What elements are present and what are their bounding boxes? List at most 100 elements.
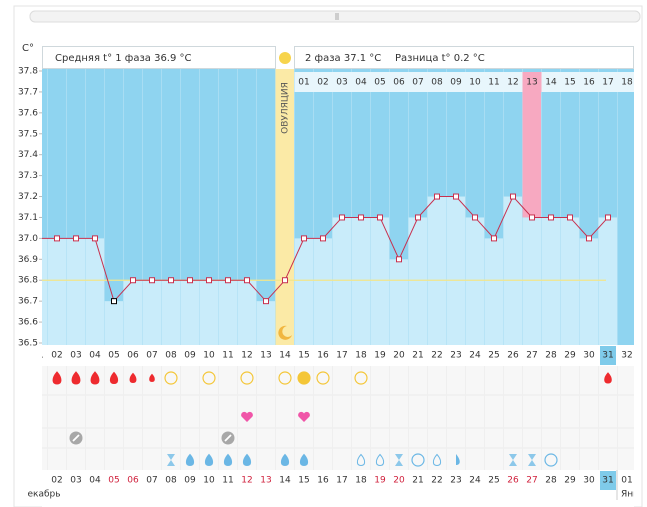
phase2-day-label: 04 <box>355 78 367 88</box>
date-label: 04 <box>89 476 101 486</box>
scrollbar[interactable] <box>29 10 641 23</box>
date-label: 25 <box>488 476 499 486</box>
drop-icon <box>432 453 442 467</box>
cycle-day-label: 13 <box>260 351 271 361</box>
cycle-day-label: 07 <box>146 351 157 361</box>
temperature-point <box>491 235 497 242</box>
cycle-day-label: 20 <box>393 351 405 361</box>
cycle-day-label: 24 <box>469 351 481 361</box>
day-column <box>446 196 466 345</box>
month-label: Янв <box>621 490 638 500</box>
y-tick-label: 37.6 <box>18 108 38 118</box>
drop-icon <box>71 371 81 385</box>
day-column <box>465 217 485 345</box>
y-unit: C° <box>22 43 34 54</box>
y-tick-label: 36.7 <box>18 297 38 307</box>
circle-icon <box>278 371 292 385</box>
drop-icon <box>223 453 233 467</box>
day-column <box>598 217 618 345</box>
heart-icon <box>298 411 310 422</box>
temperature-point <box>339 214 345 221</box>
y-tick-label: 37.3 <box>18 171 38 181</box>
date-label: 17 <box>336 476 347 486</box>
date-label: 30 <box>583 476 595 486</box>
date-label: 24 <box>469 476 481 486</box>
circle-icon <box>411 453 425 467</box>
circle-icon <box>202 371 216 385</box>
cycle-day-label: 23 <box>450 351 461 361</box>
cycle-day-label: 01 <box>32 351 43 361</box>
day-column <box>389 259 409 345</box>
phase2-day-label: 13 <box>526 78 537 88</box>
temperature-point <box>54 235 60 242</box>
date-label: 19 <box>374 476 386 486</box>
temperature-point <box>168 277 174 284</box>
date-label: 02 <box>51 476 62 486</box>
cycle-day-label: 32 <box>621 351 632 361</box>
y-tick-label: 37.2 <box>18 192 38 202</box>
day-column <box>541 217 561 345</box>
temperature-point <box>263 298 269 305</box>
cycle-day-label: 12 <box>241 351 252 361</box>
sun-icon <box>279 52 291 64</box>
y-tick-label: 36.8 <box>18 276 38 286</box>
date-row <box>42 470 634 507</box>
temperature-point <box>301 235 307 242</box>
drop-icon <box>129 372 137 384</box>
date-label: 28 <box>545 476 557 486</box>
temperature-point <box>472 214 478 221</box>
day-column <box>180 280 200 345</box>
circle-icon <box>544 453 558 467</box>
circle-icon <box>240 371 254 385</box>
phase2-day-label: 16 <box>583 78 595 88</box>
cycle-day-label: 29 <box>564 351 576 361</box>
date-label: 13 <box>260 476 271 486</box>
y-tick-label: 37.4 <box>18 150 38 160</box>
y-tick-label: 37.1 <box>18 213 38 223</box>
temperature-point <box>225 277 231 284</box>
highlight-column <box>522 92 542 218</box>
day-column <box>294 238 314 345</box>
temperature-point <box>434 193 440 200</box>
day-column <box>332 217 352 345</box>
ovulation-label: ОВУЛЯЦИЯ <box>281 82 291 134</box>
y-tick-label: 37.5 <box>18 129 38 139</box>
temperature-point <box>396 256 402 263</box>
phase2-box <box>294 46 634 69</box>
date-label: 11 <box>222 476 233 486</box>
temperature-point <box>548 214 554 221</box>
date-label: 21 <box>412 476 423 486</box>
drop-icon <box>299 453 309 467</box>
date-label: 08 <box>165 476 177 486</box>
cycle-day-label: 31 <box>602 351 613 361</box>
y-tick-label: 37.0 <box>18 234 38 244</box>
diff-text: Разница t° 0.2 °C <box>395 53 485 64</box>
temperature-point <box>149 277 155 284</box>
cycle-day-label: 04 <box>89 351 101 361</box>
phase2-day-label: 06 <box>393 78 405 88</box>
plot: ОВУЛЯЦИЯ 01 02 03 04 05 06 07 08 09 10 11 12 13 14 15 16… <box>42 69 634 345</box>
day-column <box>522 217 542 345</box>
drop-icon <box>90 371 100 385</box>
day-column <box>104 301 124 345</box>
drop-icon <box>604 372 612 384</box>
note-pencil <box>224 434 232 442</box>
y-tick-label: 36.5 <box>18 339 38 349</box>
date-label: 27 <box>526 476 537 486</box>
day-column <box>313 238 333 345</box>
cycle-day-label: 22 <box>431 351 442 361</box>
cycle-day-label: 16 <box>317 351 329 361</box>
date-label: 12 <box>241 476 252 486</box>
drop-icon <box>204 453 214 467</box>
temperature-point <box>453 193 459 200</box>
hourglass-icon <box>167 454 175 466</box>
phase2-day-label: 15 <box>564 78 575 88</box>
date-label: 06 <box>127 476 139 486</box>
cycle-day-label: 27 <box>526 351 537 361</box>
ovulation-column <box>275 69 295 345</box>
date-label: 10 <box>203 476 215 486</box>
drop-icon <box>242 453 252 467</box>
phase1-text: Средняя t° 1 фаза 36.9 °C <box>55 53 192 64</box>
day-column <box>560 217 580 345</box>
day-column <box>47 238 67 345</box>
